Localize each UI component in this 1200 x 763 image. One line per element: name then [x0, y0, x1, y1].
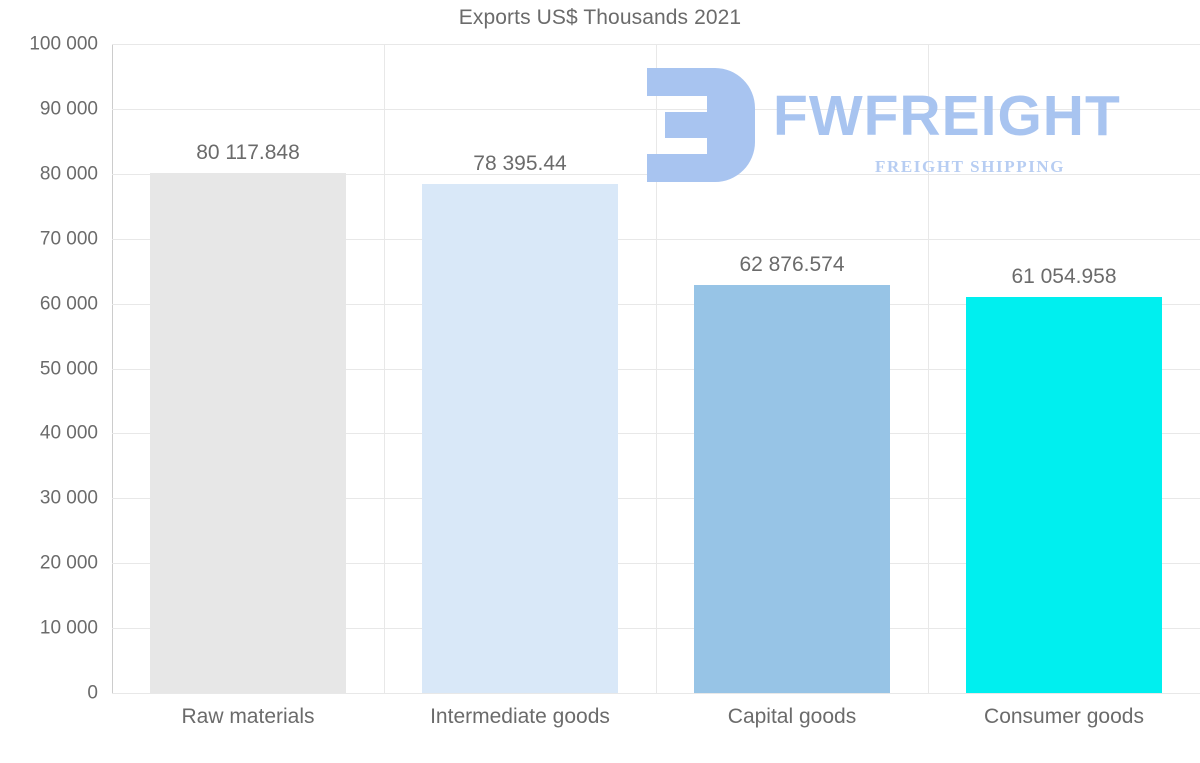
y-axis-tick-label: 30 000 — [39, 487, 98, 509]
bar-value-label: 61 054.958 — [1011, 264, 1117, 288]
y-axis-tick-label: 20 000 — [39, 552, 98, 574]
chart-title: Exports US$ Thousands 2021 — [458, 6, 742, 29]
x-axis-category-label: Consumer goods — [984, 705, 1144, 728]
bar-value-label: 62 876.574 — [739, 252, 845, 276]
bar[interactable] — [966, 296, 1162, 693]
bar[interactable] — [694, 284, 890, 693]
y-axis-tick-label: 0 — [87, 682, 98, 704]
y-axis-tick-label: 40 000 — [39, 422, 98, 444]
y-axis-tick-label: 10 000 — [39, 617, 98, 639]
bar-value-label: 78 395.44 — [473, 152, 567, 176]
y-axis-tick-label: 60 000 — [39, 293, 98, 315]
bar[interactable] — [422, 184, 618, 693]
gridline-horizontal — [112, 693, 1200, 694]
gridline-vertical — [656, 44, 657, 693]
gridline-vertical — [384, 44, 385, 693]
y-axis-tick-label: 90 000 — [39, 98, 98, 120]
y-axis-tick-label: 70 000 — [39, 228, 98, 250]
y-axis-tick-label: 80 000 — [39, 163, 98, 185]
bar-value-label: 80 117.848 — [196, 141, 300, 165]
x-axis-category-label: Capital goods — [727, 705, 857, 728]
y-axis-tick-label: 100 000 — [29, 33, 98, 55]
gridline-vertical — [928, 44, 929, 693]
plot-area — [112, 44, 1200, 694]
x-axis-category-label: Intermediate goods — [430, 705, 610, 728]
bar[interactable] — [150, 173, 346, 693]
x-axis-category-label: Raw materials — [181, 705, 315, 728]
y-axis-tick-label: 50 000 — [39, 358, 98, 379]
